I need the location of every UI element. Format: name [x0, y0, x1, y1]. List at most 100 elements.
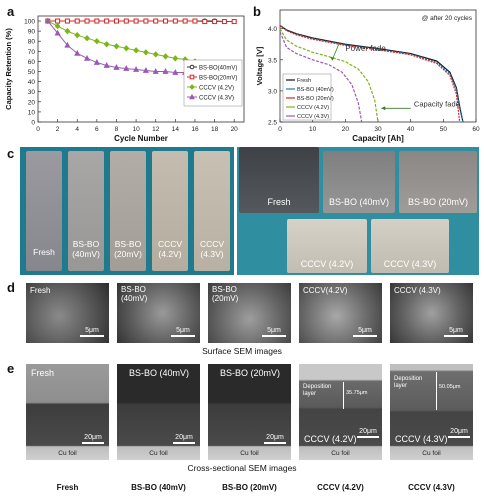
photo-bsbo-40mv-anode: BS-BO (40mV)	[68, 151, 104, 271]
legend-label: Fresh	[297, 78, 311, 84]
thickness-label: 50.05μm	[439, 384, 461, 390]
x-tick-label: 8	[115, 126, 119, 133]
photo-label: Fresh	[33, 247, 55, 257]
legend-label: CCCV (4.3V)	[297, 114, 329, 120]
data-point	[93, 58, 100, 65]
closeup-label: CCCV (4.3V)	[383, 259, 437, 269]
y-tick-label: 0	[31, 120, 35, 127]
surface-sem-cccv-42v: CCCV(4.2V) 5μm	[299, 283, 382, 343]
x-tick-label: 0	[278, 126, 282, 133]
data-point	[212, 19, 218, 25]
closeup-bsbo-20mv: BS-BO (20mV)	[399, 151, 477, 213]
y-tick-label: 20	[28, 99, 36, 106]
data-point	[182, 18, 188, 24]
y-tick-label: 4.0	[268, 26, 277, 33]
photo-cccv-42v-anode: CCCV (4.2V)	[152, 151, 188, 271]
x-tick-label: 12	[152, 126, 160, 133]
data-point	[153, 18, 159, 24]
scale-bar: 5μm	[353, 327, 377, 337]
photo-label-sub: (4.3V)	[200, 249, 224, 260]
x-tick-label: 16	[191, 126, 199, 133]
x-tick-label: 50	[440, 126, 448, 133]
scale-bar: 20μm	[448, 428, 470, 438]
scale-bar: 20μm	[357, 428, 379, 438]
legend-label: BS-BO(40mV)	[199, 65, 237, 71]
photo-fresh-anode: Fresh	[26, 151, 62, 271]
photo-label: CCCV	[199, 239, 225, 249]
surface-sem-fresh: Fresh 5μm	[26, 283, 109, 343]
thickness-marker	[436, 372, 437, 410]
data-point	[104, 18, 110, 24]
x-tick-label: 0	[36, 126, 40, 133]
surface-sem-cccv-43v: CCCV (4.3V) 5μm	[390, 283, 473, 343]
sem-label: BS-BO (40mV)	[129, 368, 190, 378]
data-point	[123, 18, 129, 24]
data-point	[64, 27, 71, 35]
data-point	[172, 69, 179, 75]
scale-bar: 5μm	[444, 327, 468, 337]
x-tick-label: 10	[309, 126, 317, 133]
surface-sem-caption: Surface SEM images	[202, 346, 282, 356]
data-point	[221, 19, 227, 25]
y-tick-label: 10	[28, 109, 36, 116]
cross-sem-bsbo-20mv: BS-BO (20mV) 20μm Cu foil	[208, 364, 291, 460]
surface-sem-bsbo-40mv: BS-BO (40mV) 5μm	[117, 283, 200, 343]
closeup-label: Fresh	[267, 197, 291, 207]
data-point	[189, 64, 195, 70]
x-tick-label: 14	[172, 126, 180, 133]
foil-label: Cu foil	[149, 450, 168, 457]
panel-letter-e: e	[7, 361, 15, 376]
annotation-capacity-fade: Capacity fade	[414, 99, 460, 108]
y-tick-label: 60	[28, 59, 36, 66]
legend-label: CCCV (4.2V)	[199, 85, 234, 91]
data-point	[55, 18, 61, 24]
foil-label: Cu foil	[422, 450, 441, 457]
data-point	[84, 18, 90, 24]
data-point	[133, 66, 140, 72]
closeup-bsbo-40mv: BS-BO (40mV)	[323, 151, 395, 213]
panel-letter-c: c	[7, 146, 15, 161]
data-point	[142, 67, 149, 73]
sem-label: BS-BO (20mV)	[220, 368, 281, 378]
legend-label: BS-BO (20mV)	[297, 96, 334, 102]
scale-bar: 20μm	[264, 434, 286, 444]
data-point	[103, 62, 110, 68]
cross-sem-bsbo-40mv: BS-BO (40mV) 20μm Cu foil	[117, 364, 200, 460]
sem-label: CCCV (4.2V)	[304, 434, 357, 444]
foil-label: Cu foil	[240, 450, 259, 457]
deposition-layer-label: Deposition layer	[303, 384, 332, 397]
foil-label: Cu foil	[58, 450, 77, 457]
sem-label: Fresh	[31, 368, 55, 378]
series-line-cccv-4-2v-	[279, 28, 379, 123]
photo-label-sub: (4.2V)	[158, 249, 182, 260]
data-point	[54, 22, 61, 30]
data-point	[133, 18, 139, 24]
data-point	[162, 68, 169, 74]
data-point	[83, 54, 91, 61]
photo-label: BS-BO	[72, 239, 100, 249]
panel-letter-a: a	[7, 4, 15, 19]
bottom-label-fresh: Fresh	[56, 483, 79, 492]
thickness-label: 35.75μm	[346, 390, 368, 396]
data-point	[231, 19, 237, 25]
data-point	[103, 41, 110, 48]
photo-label-sub: (40mV)	[72, 249, 100, 260]
bottom-label-bsbo-40mv: BS-BO (40mV)	[131, 483, 186, 492]
y-axis-label: Voltage [V]	[255, 46, 264, 85]
data-point	[93, 38, 100, 45]
power-fade-arrowhead	[330, 56, 335, 61]
data-point	[64, 41, 71, 48]
data-point	[113, 43, 120, 50]
panel-letter-b: b	[253, 4, 261, 19]
scale-text: 5μm	[176, 327, 190, 334]
data-point	[143, 18, 149, 24]
scale-bar: 20μm	[173, 434, 195, 444]
data-point	[162, 53, 169, 60]
cross-sem-cccv-42v: Deposition layer 35.75μm CCCV (4.2V) 20μ…	[299, 364, 382, 460]
data-point	[189, 93, 195, 100]
scale-text: 5μm	[85, 327, 99, 334]
y-tick-label: 40	[28, 79, 36, 86]
x-axis-label: Cycle Number	[114, 134, 168, 143]
series-line-cccv-4-3v-	[279, 31, 363, 123]
y-tick-label: 2.5	[268, 120, 277, 127]
